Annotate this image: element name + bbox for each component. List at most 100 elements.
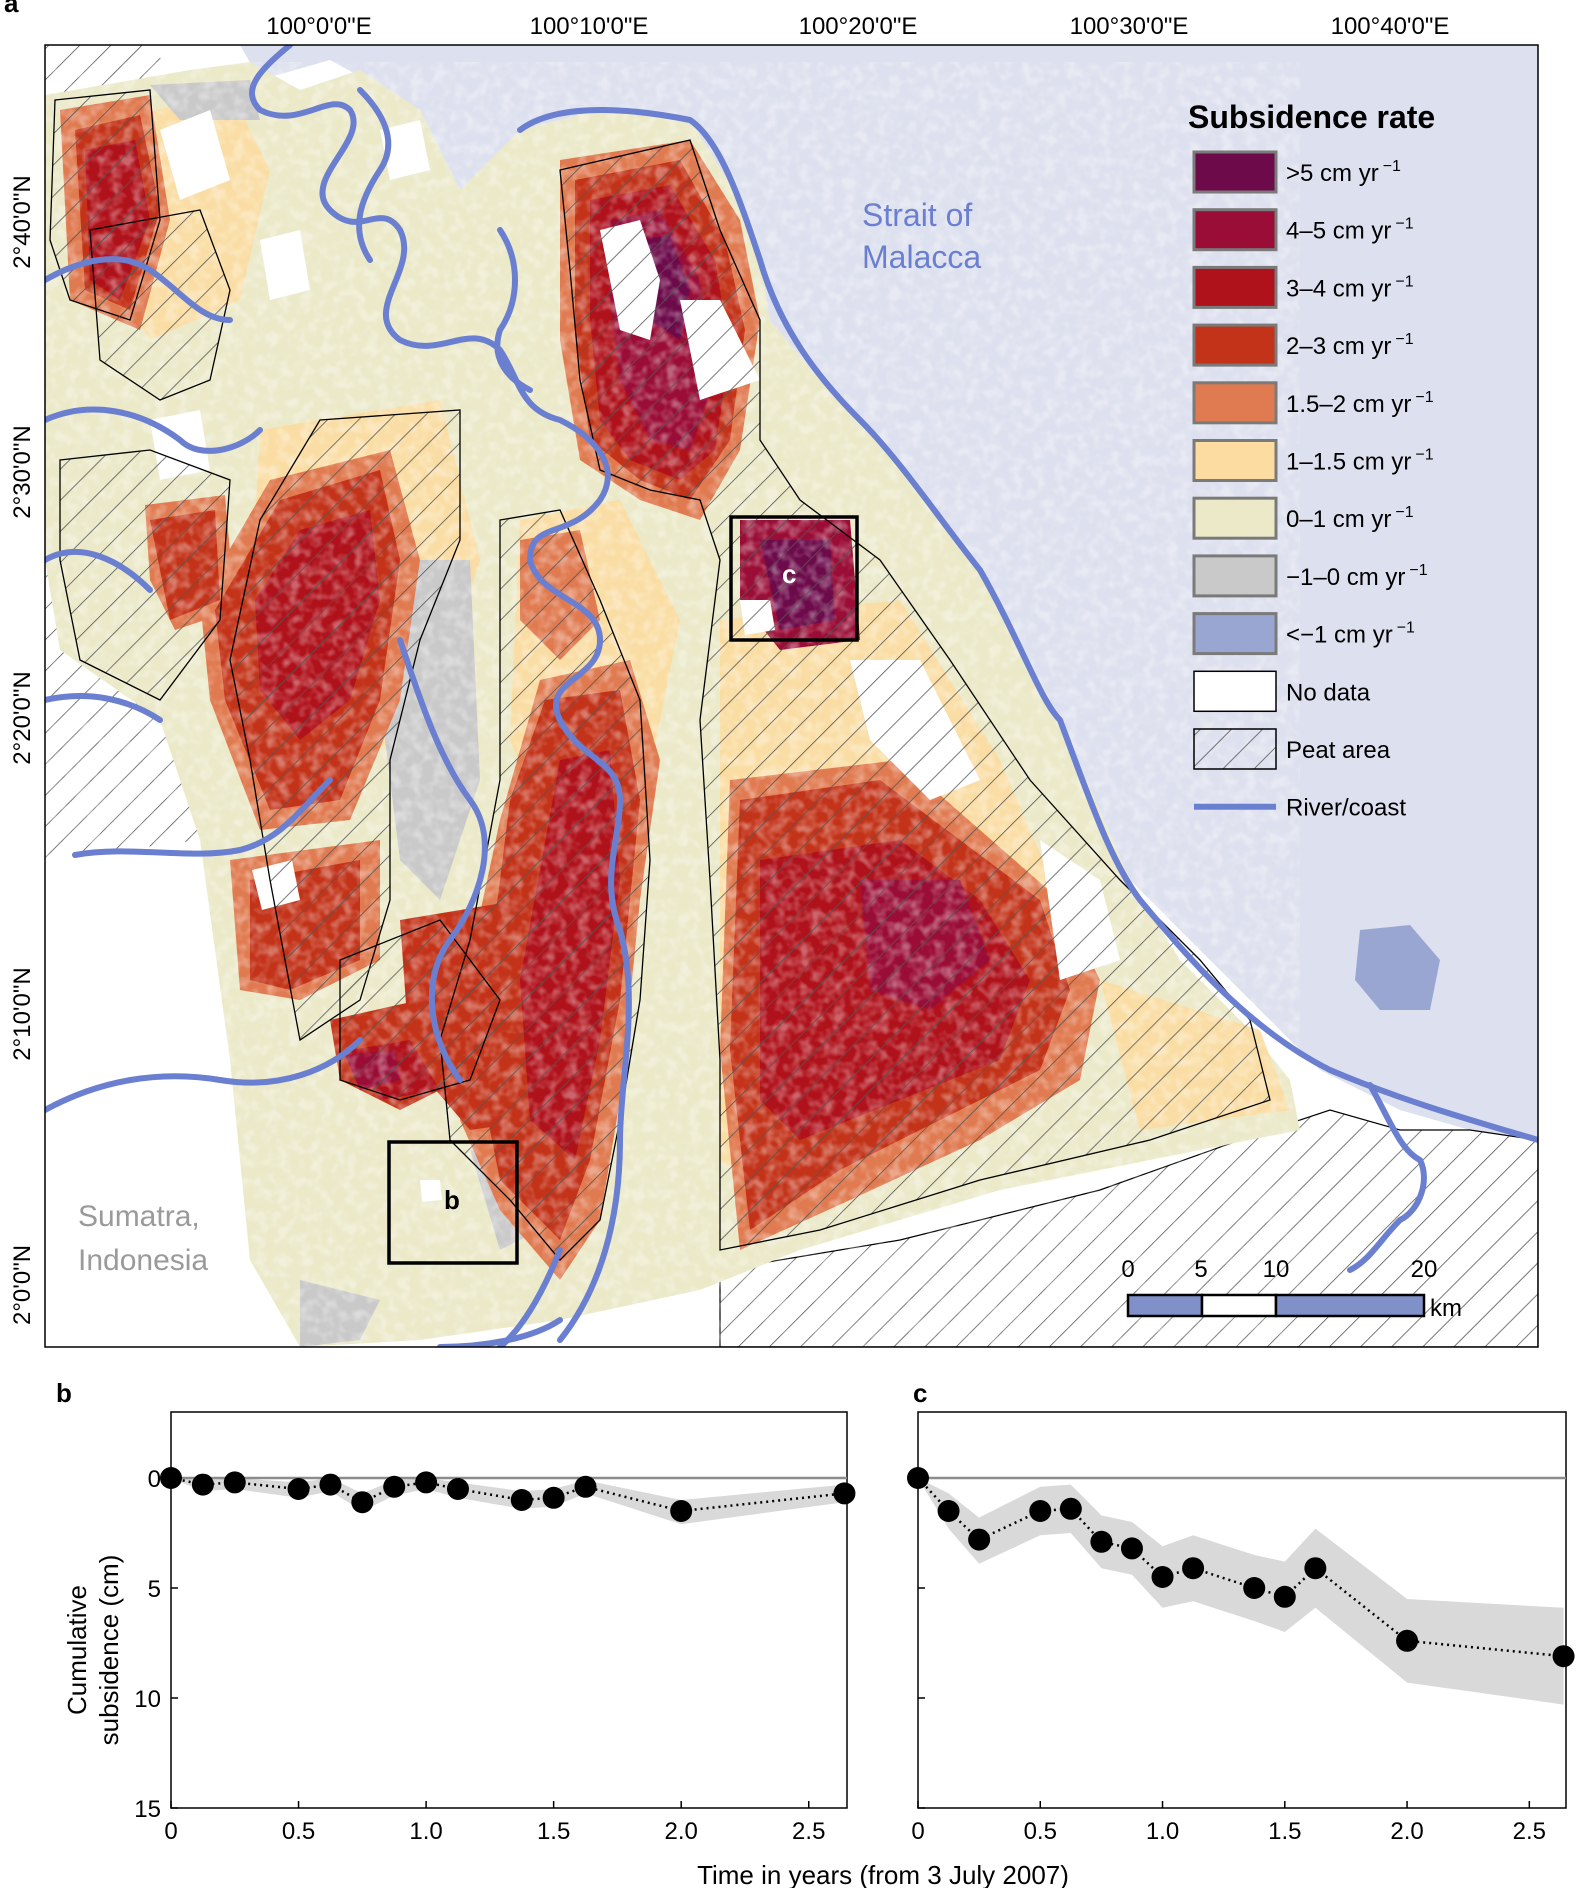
x-tick-label: 2.5 bbox=[792, 1818, 825, 1845]
y-tick-label: 5 bbox=[148, 1576, 161, 1603]
data-point bbox=[383, 1475, 406, 1498]
data-point bbox=[510, 1489, 533, 1511]
lat-tick-1: 2°30'0"N bbox=[9, 425, 36, 518]
data-point bbox=[1182, 1557, 1205, 1580]
legend-swatch-peat bbox=[1193, 728, 1277, 770]
legend-label-exp-3: −1 bbox=[1395, 331, 1413, 348]
legend-label-11: River/coast bbox=[1286, 795, 1406, 822]
x-tick-label: 0.5 bbox=[282, 1818, 315, 1845]
data-point bbox=[319, 1473, 342, 1496]
x-tick-label: 0 bbox=[164, 1818, 177, 1845]
data-point bbox=[287, 1478, 310, 1500]
legend-title: Subsidence rate bbox=[1188, 99, 1435, 135]
scale-tick-0: 0 bbox=[1121, 1256, 1134, 1283]
subsidence-map: a bbox=[4, 0, 1539, 1348]
legend-swatch-9 bbox=[1193, 670, 1277, 713]
data-point bbox=[1304, 1557, 1327, 1580]
scale-unit: km bbox=[1430, 1295, 1462, 1322]
x-tick-label: 0.5 bbox=[1024, 1818, 1057, 1845]
y-tick-label: 15 bbox=[134, 1796, 161, 1823]
data-point bbox=[574, 1475, 597, 1498]
panel-letter-a: a bbox=[4, 0, 19, 18]
data-point bbox=[415, 1471, 438, 1494]
legend-label-exp-8: −1 bbox=[1397, 620, 1415, 637]
legend-item-1: 4–5 cm yr −1 bbox=[1192, 208, 1414, 252]
legend-swatch-1 bbox=[1192, 208, 1278, 252]
legend-label-exp-6: −1 bbox=[1395, 504, 1413, 521]
scale-tick-5: 5 bbox=[1194, 1256, 1207, 1283]
legend-swatch-5 bbox=[1192, 439, 1278, 482]
land-label-line1: Sumatra, bbox=[78, 1200, 200, 1233]
data-point bbox=[1029, 1500, 1052, 1522]
lon-tick-0: 100°0'0"E bbox=[266, 13, 371, 40]
data-point bbox=[542, 1486, 565, 1509]
data-point bbox=[968, 1528, 991, 1551]
x-tick-label: 2.0 bbox=[1390, 1818, 1423, 1845]
data-point bbox=[1059, 1497, 1082, 1520]
data-point bbox=[1151, 1566, 1174, 1588]
sea-label-line1: Strait of bbox=[862, 197, 972, 233]
y-axis-label-line2: subsidence (cm) bbox=[94, 1555, 124, 1746]
x-axis-label: Time in years (from 3 July 2007) bbox=[697, 1860, 1069, 1888]
peat-area-west bbox=[45, 290, 230, 860]
legend-item-7: −1–0 cm yr −1 bbox=[1192, 554, 1428, 598]
latitude-axis: 2°40'0"N 2°30'0"N 2°20'0"N 2°10'0"N 2°0'… bbox=[9, 175, 36, 1325]
legend-label-10: Peat area bbox=[1286, 737, 1391, 764]
sea-negative-patch bbox=[1355, 925, 1440, 1010]
y-tick-label: 10 bbox=[134, 1686, 161, 1713]
legend-swatch-8 bbox=[1192, 612, 1278, 656]
legend-label-9: No data bbox=[1286, 679, 1371, 706]
legend-swatch-6 bbox=[1192, 496, 1278, 540]
lat-tick-4: 2°0'0"N bbox=[9, 1245, 36, 1325]
legend-item-4: 1.5–2 cm yr −1 bbox=[1192, 381, 1434, 425]
legend-label-4: 1.5–2 cm yr −1 bbox=[1286, 389, 1434, 418]
land-label-line2: Indonesia bbox=[78, 1244, 208, 1277]
legend-label-7: −1–0 cm yr −1 bbox=[1286, 562, 1428, 591]
x-tick-label: 1.5 bbox=[537, 1818, 570, 1845]
x-tick-label: 1.0 bbox=[409, 1818, 442, 1845]
y-axis-label-line1: Cumulative bbox=[62, 1585, 92, 1715]
peat-area-southeast bbox=[719, 1109, 1538, 1347]
x-tick-label: 2.5 bbox=[1513, 1818, 1546, 1845]
legend-label-5: 1–1.5 cm yr −1 bbox=[1286, 447, 1434, 476]
plot-area bbox=[170, 1411, 848, 1809]
legend-label-exp-4: −1 bbox=[1415, 389, 1433, 406]
legend-swatch-2 bbox=[1192, 265, 1278, 309]
legend-label-exp-0: −1 bbox=[1383, 158, 1401, 175]
x-tick-label: 0 bbox=[911, 1818, 924, 1845]
panel-letter-c: c bbox=[913, 1378, 927, 1408]
legend-item-5: 1–1.5 cm yr −1 bbox=[1192, 439, 1434, 482]
lat-tick-0: 2°40'0"N bbox=[9, 175, 36, 268]
legend: Subsidence rate >5 cm yr −14–5 cm yr −13–4… bbox=[1188, 99, 1435, 822]
lon-tick-4: 100°40'0"E bbox=[1331, 13, 1450, 40]
series-line bbox=[917, 1477, 1564, 1658]
legend-swatch-7 bbox=[1192, 554, 1278, 598]
longitude-axis: 100°0'0"E 100°10'0"E 100°20'0"E 100°30'0… bbox=[266, 13, 1449, 40]
scale-tick-10: 10 bbox=[1263, 1256, 1290, 1283]
data-point bbox=[1552, 1645, 1575, 1668]
chart-c: 0 0.5 1.0 1.5 2.0 2.5 bbox=[907, 1411, 1575, 1845]
data-point bbox=[1243, 1577, 1266, 1599]
lon-tick-2: 100°20'0"E bbox=[799, 13, 918, 40]
legend-item-11: River/coast bbox=[1194, 795, 1406, 822]
legend-label-exp-7: −1 bbox=[1409, 562, 1427, 579]
data-point bbox=[937, 1500, 960, 1522]
legend-swatch-4 bbox=[1192, 381, 1278, 425]
chart-b: 0 0.5 1.0 1.5 2.0 2.5 0 5 10 15 bbox=[134, 1411, 856, 1845]
data-point bbox=[670, 1500, 693, 1522]
legend-label-exp-5: −1 bbox=[1415, 447, 1433, 464]
legend-label-exp-2: −1 bbox=[1395, 273, 1413, 290]
data-point bbox=[223, 1471, 246, 1494]
data-point bbox=[191, 1473, 214, 1496]
x-tick-label: 2.0 bbox=[665, 1818, 698, 1845]
rivers-coast bbox=[45, 45, 1538, 1347]
data-point bbox=[1396, 1629, 1419, 1652]
data-point bbox=[1120, 1537, 1143, 1560]
coastline bbox=[517, 107, 1538, 1143]
scale-bar: 0 5 10 20 km bbox=[1121, 1256, 1462, 1322]
legend-item-10: Peat area bbox=[1193, 728, 1391, 770]
scale-tick-20: 20 bbox=[1411, 1256, 1438, 1283]
lon-tick-1: 100°10'0"E bbox=[530, 13, 649, 40]
x-tick-label: 1.5 bbox=[1268, 1818, 1301, 1845]
